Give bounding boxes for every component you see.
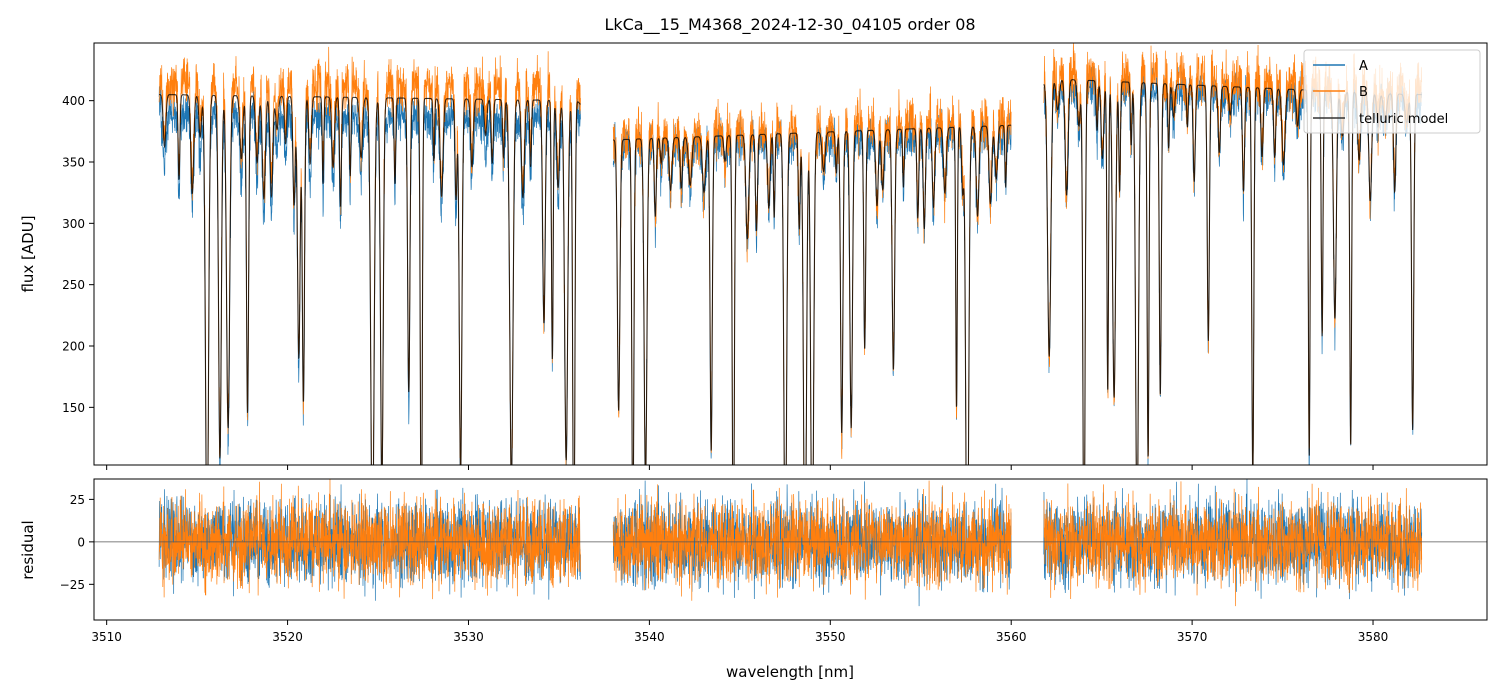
legend-box — [1303, 49, 1481, 134]
residual-x-axis: 3510 3520 3530 3540 3550 3560 3570 3580 — [91, 620, 1388, 644]
x-tick-label: 3570 — [1177, 630, 1208, 644]
x-tick-label: 3530 — [453, 630, 484, 644]
flux-panel-frame — [93, 42, 1488, 466]
x-tick-label: 3540 — [634, 630, 665, 644]
flux-panel: 150 200 250 300 350 400 flux [ADU] A B tellur… — [19, 42, 1488, 470]
y-tick-label: −25 — [60, 578, 85, 592]
y-tick-label: 0 — [77, 535, 85, 549]
chart-title: LkCa__15_M4368_2024-12-30_04105 order 08 — [604, 15, 975, 35]
legend-label-model: telluric model — [1359, 112, 1448, 127]
y-tick-label: 300 — [62, 217, 85, 231]
y-tick-label: 350 — [62, 155, 85, 169]
y-tick-label: 400 — [62, 94, 85, 108]
y-tick-label: 200 — [62, 340, 85, 354]
x-tick-label: 3580 — [1358, 630, 1389, 644]
y-tick-label: 250 — [62, 278, 85, 292]
y-tick-label: 25 — [70, 493, 85, 507]
legend: A B telluric model — [1303, 49, 1481, 134]
flux-y-axis: 150 200 250 300 350 400 — [62, 94, 94, 415]
legend-label-A: A — [1359, 59, 1368, 74]
residual-y-label: residual — [19, 520, 37, 579]
telluric-model-line — [159, 79, 1422, 465]
x-axis-label: wavelength [nm] — [726, 663, 854, 681]
residual-y-axis: 25 0 −25 — [60, 493, 94, 592]
residual-panel-frame — [93, 478, 1488, 621]
x-tick-label: 3510 — [91, 630, 122, 644]
flux-y-label: flux [ADU] — [19, 215, 37, 292]
residual-panel: 250−25 3510 3520 3530 3540 3550 3560 3570 3580 … — [19, 478, 1488, 644]
legend-label-B: B — [1359, 85, 1368, 100]
flux-x-axis — [106, 465, 1374, 470]
x-tick-label: 3560 — [996, 630, 1027, 644]
y-tick-label: 150 — [62, 401, 85, 415]
x-tick-label: 3550 — [815, 630, 846, 644]
x-tick-label: 3520 — [272, 630, 303, 644]
